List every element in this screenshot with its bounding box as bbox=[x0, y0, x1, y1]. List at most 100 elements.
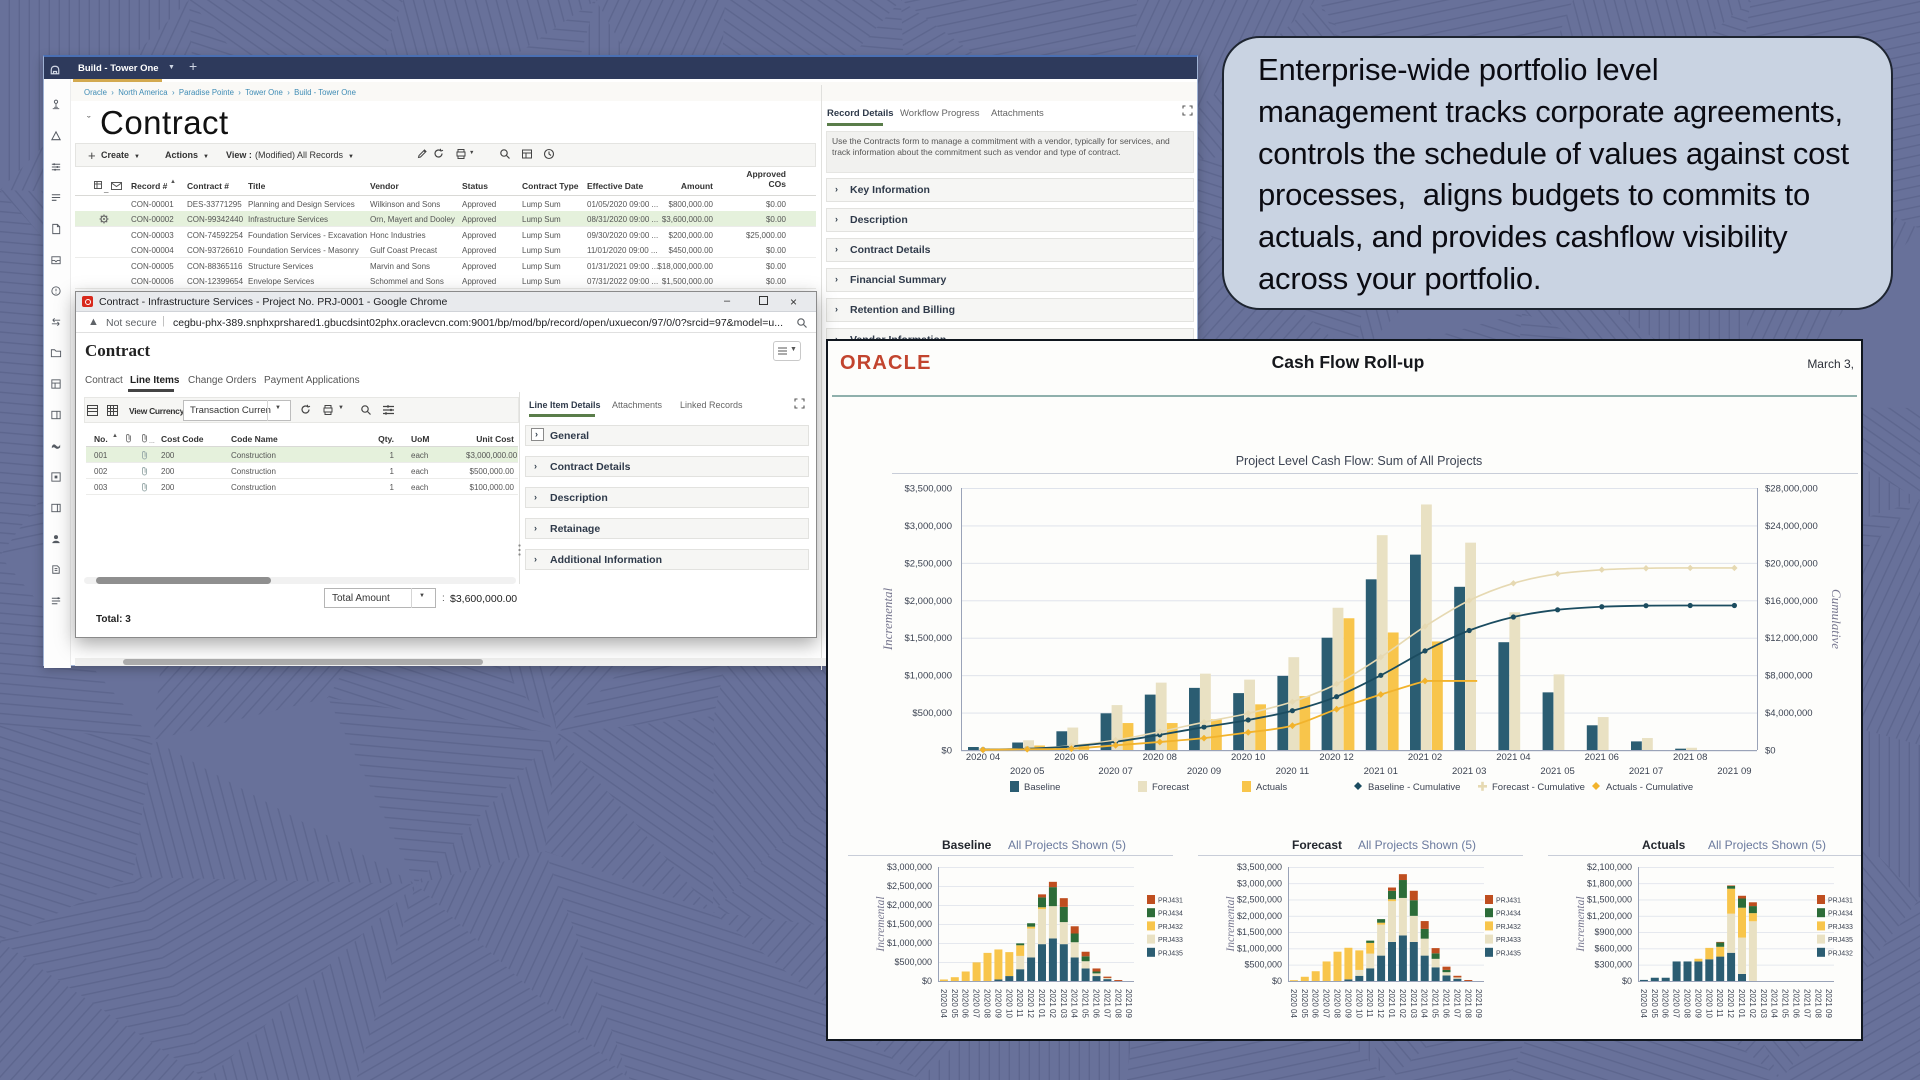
svg-text:$600,000: $600,000 bbox=[1594, 943, 1632, 953]
svg-text:2021 03: 2021 03 bbox=[1059, 989, 1068, 1018]
svg-text:PRJ431: PRJ431 bbox=[1496, 898, 1521, 905]
svg-text:Incremental: Incremental bbox=[875, 896, 887, 952]
svg-text:2021 05: 2021 05 bbox=[1081, 989, 1090, 1018]
svg-text:2021 06: 2021 06 bbox=[1585, 752, 1619, 763]
svg-text:All Projects Shown (5): All Projects Shown (5) bbox=[1008, 838, 1126, 852]
svg-text:$0: $0 bbox=[1765, 746, 1776, 757]
svg-text:2020 04: 2020 04 bbox=[966, 752, 1000, 763]
svg-text:PRJ432: PRJ432 bbox=[1828, 950, 1853, 957]
svg-text:$2,000,000: $2,000,000 bbox=[1237, 911, 1282, 921]
svg-text:$900,000: $900,000 bbox=[1594, 927, 1632, 937]
svg-text:2021 05: 2021 05 bbox=[1431, 989, 1440, 1018]
svg-text:2021 09: 2021 09 bbox=[1474, 989, 1483, 1018]
svg-text:2021 01: 2021 01 bbox=[1387, 989, 1396, 1018]
svg-text:2021 02: 2021 02 bbox=[1748, 989, 1757, 1018]
svg-text:$2,500,000: $2,500,000 bbox=[1237, 895, 1282, 905]
svg-text:2021 02: 2021 02 bbox=[1398, 989, 1407, 1018]
svg-text:$3,500,000: $3,500,000 bbox=[904, 484, 952, 495]
svg-text:$16,000,000: $16,000,000 bbox=[1765, 596, 1818, 607]
svg-text:$0: $0 bbox=[922, 976, 932, 986]
svg-text:2020 11: 2020 11 bbox=[1276, 766, 1310, 777]
svg-text:2021 01: 2021 01 bbox=[1037, 989, 1046, 1018]
svg-text:2021 06: 2021 06 bbox=[1442, 989, 1451, 1018]
svg-text:Incremental: Incremental bbox=[880, 587, 895, 651]
svg-text:$500,000: $500,000 bbox=[894, 957, 932, 967]
svg-text:Baseline: Baseline bbox=[1024, 782, 1060, 793]
svg-text:Actuals: Actuals bbox=[1642, 838, 1686, 852]
svg-text:2021 03: 2021 03 bbox=[1409, 989, 1418, 1018]
svg-text:2020 08: 2020 08 bbox=[983, 989, 992, 1018]
svg-text:PRJ433: PRJ433 bbox=[1828, 924, 1853, 931]
svg-text:$4,000,000: $4,000,000 bbox=[1765, 708, 1813, 719]
svg-text:2020 08: 2020 08 bbox=[1333, 989, 1342, 1018]
svg-text:PRJ433: PRJ433 bbox=[1158, 937, 1183, 944]
svg-text:$0: $0 bbox=[1272, 976, 1282, 986]
svg-text:$2,100,000: $2,100,000 bbox=[1587, 862, 1632, 872]
svg-text:2021 05: 2021 05 bbox=[1781, 989, 1790, 1018]
svg-text:PRJ434: PRJ434 bbox=[1158, 911, 1183, 918]
svg-text:2020 12: 2020 12 bbox=[1319, 752, 1353, 763]
svg-text:2020 06: 2020 06 bbox=[961, 989, 970, 1018]
svg-text:Incremental: Incremental bbox=[1575, 896, 1587, 952]
svg-text:March 3,: March 3, bbox=[1807, 357, 1854, 371]
svg-text:2020 08: 2020 08 bbox=[1683, 989, 1692, 1018]
svg-text:All Projects Shown (5): All Projects Shown (5) bbox=[1708, 838, 1826, 852]
svg-text:2021 02: 2021 02 bbox=[1048, 989, 1057, 1018]
svg-text:Actuals: Actuals bbox=[1256, 782, 1287, 793]
svg-text:2021 04: 2021 04 bbox=[1070, 989, 1079, 1018]
svg-text:2021 03: 2021 03 bbox=[1452, 766, 1486, 777]
svg-text:2020 11: 2020 11 bbox=[1715, 989, 1724, 1018]
svg-text:$2,500,000: $2,500,000 bbox=[887, 881, 932, 891]
svg-text:$500,000: $500,000 bbox=[1244, 960, 1282, 970]
svg-text:2020 05: 2020 05 bbox=[1650, 989, 1659, 1018]
svg-text:2020 05: 2020 05 bbox=[950, 989, 959, 1018]
svg-text:2021 03: 2021 03 bbox=[1759, 989, 1768, 1018]
svg-text:2021 08: 2021 08 bbox=[1813, 989, 1822, 1018]
svg-text:2020 12: 2020 12 bbox=[1726, 989, 1735, 1018]
svg-text:2021 05: 2021 05 bbox=[1540, 766, 1574, 777]
svg-text:$1,000,000: $1,000,000 bbox=[1237, 943, 1282, 953]
svg-text:Baseline - Cumulative: Baseline - Cumulative bbox=[1368, 782, 1460, 793]
svg-text:$500,000: $500,000 bbox=[912, 708, 952, 719]
svg-text:2021 01: 2021 01 bbox=[1364, 766, 1398, 777]
svg-text:2020 07: 2020 07 bbox=[1322, 989, 1331, 1018]
svg-text:Forecast: Forecast bbox=[1292, 838, 1342, 852]
svg-text:2020 05: 2020 05 bbox=[1300, 989, 1309, 1018]
svg-text:2020 07: 2020 07 bbox=[972, 989, 981, 1018]
svg-text:$24,000,000: $24,000,000 bbox=[1765, 521, 1818, 532]
svg-text:2020 09: 2020 09 bbox=[1187, 766, 1221, 777]
svg-text:2021 08: 2021 08 bbox=[1113, 989, 1122, 1018]
svg-text:$3,000,000: $3,000,000 bbox=[904, 521, 952, 532]
svg-text:$2,500,000: $2,500,000 bbox=[904, 558, 952, 569]
svg-text:2021 04: 2021 04 bbox=[1496, 752, 1530, 763]
svg-text:2020 10: 2020 10 bbox=[1004, 989, 1013, 1018]
svg-text:Forecast: Forecast bbox=[1152, 782, 1189, 793]
svg-text:2020 06: 2020 06 bbox=[1054, 752, 1088, 763]
svg-text:$1,500,000: $1,500,000 bbox=[904, 633, 952, 644]
svg-text:Actuals - Cumulative: Actuals - Cumulative bbox=[1606, 782, 1693, 793]
svg-text:2021 07: 2021 07 bbox=[1802, 989, 1811, 1018]
svg-text:2020 12: 2020 12 bbox=[1026, 989, 1035, 1018]
svg-text:2020 09: 2020 09 bbox=[1693, 989, 1702, 1018]
svg-text:2021 06: 2021 06 bbox=[1792, 989, 1801, 1018]
svg-text:ORACLE: ORACLE bbox=[840, 352, 932, 374]
svg-text:$12,000,000: $12,000,000 bbox=[1765, 633, 1818, 644]
svg-text:All Projects Shown (5): All Projects Shown (5) bbox=[1358, 838, 1476, 852]
svg-text:2020 08: 2020 08 bbox=[1143, 752, 1177, 763]
svg-text:$1,000,000: $1,000,000 bbox=[887, 938, 932, 948]
svg-text:Project Level Cash Flow: Sum o: Project Level Cash Flow: Sum of All Proj… bbox=[1236, 454, 1483, 468]
svg-text:$300,000: $300,000 bbox=[1594, 960, 1632, 970]
svg-text:2021 06: 2021 06 bbox=[1092, 989, 1101, 1018]
svg-text:2020 06: 2020 06 bbox=[1311, 989, 1320, 1018]
svg-text:$1,000,000: $1,000,000 bbox=[904, 671, 952, 682]
svg-text:2020 10: 2020 10 bbox=[1704, 989, 1713, 1018]
svg-text:2020 11: 2020 11 bbox=[1365, 989, 1374, 1018]
svg-text:PRJ432: PRJ432 bbox=[1496, 924, 1521, 931]
svg-text:$3,000,000: $3,000,000 bbox=[1237, 878, 1282, 888]
svg-text:$1,800,000: $1,800,000 bbox=[1587, 878, 1632, 888]
svg-text:$1,500,000: $1,500,000 bbox=[1587, 895, 1632, 905]
svg-text:2020 09: 2020 09 bbox=[1343, 989, 1352, 1018]
svg-text:2020 04: 2020 04 bbox=[1639, 989, 1648, 1018]
svg-text:2020 07: 2020 07 bbox=[1098, 766, 1132, 777]
svg-text:PRJ434: PRJ434 bbox=[1828, 911, 1853, 918]
